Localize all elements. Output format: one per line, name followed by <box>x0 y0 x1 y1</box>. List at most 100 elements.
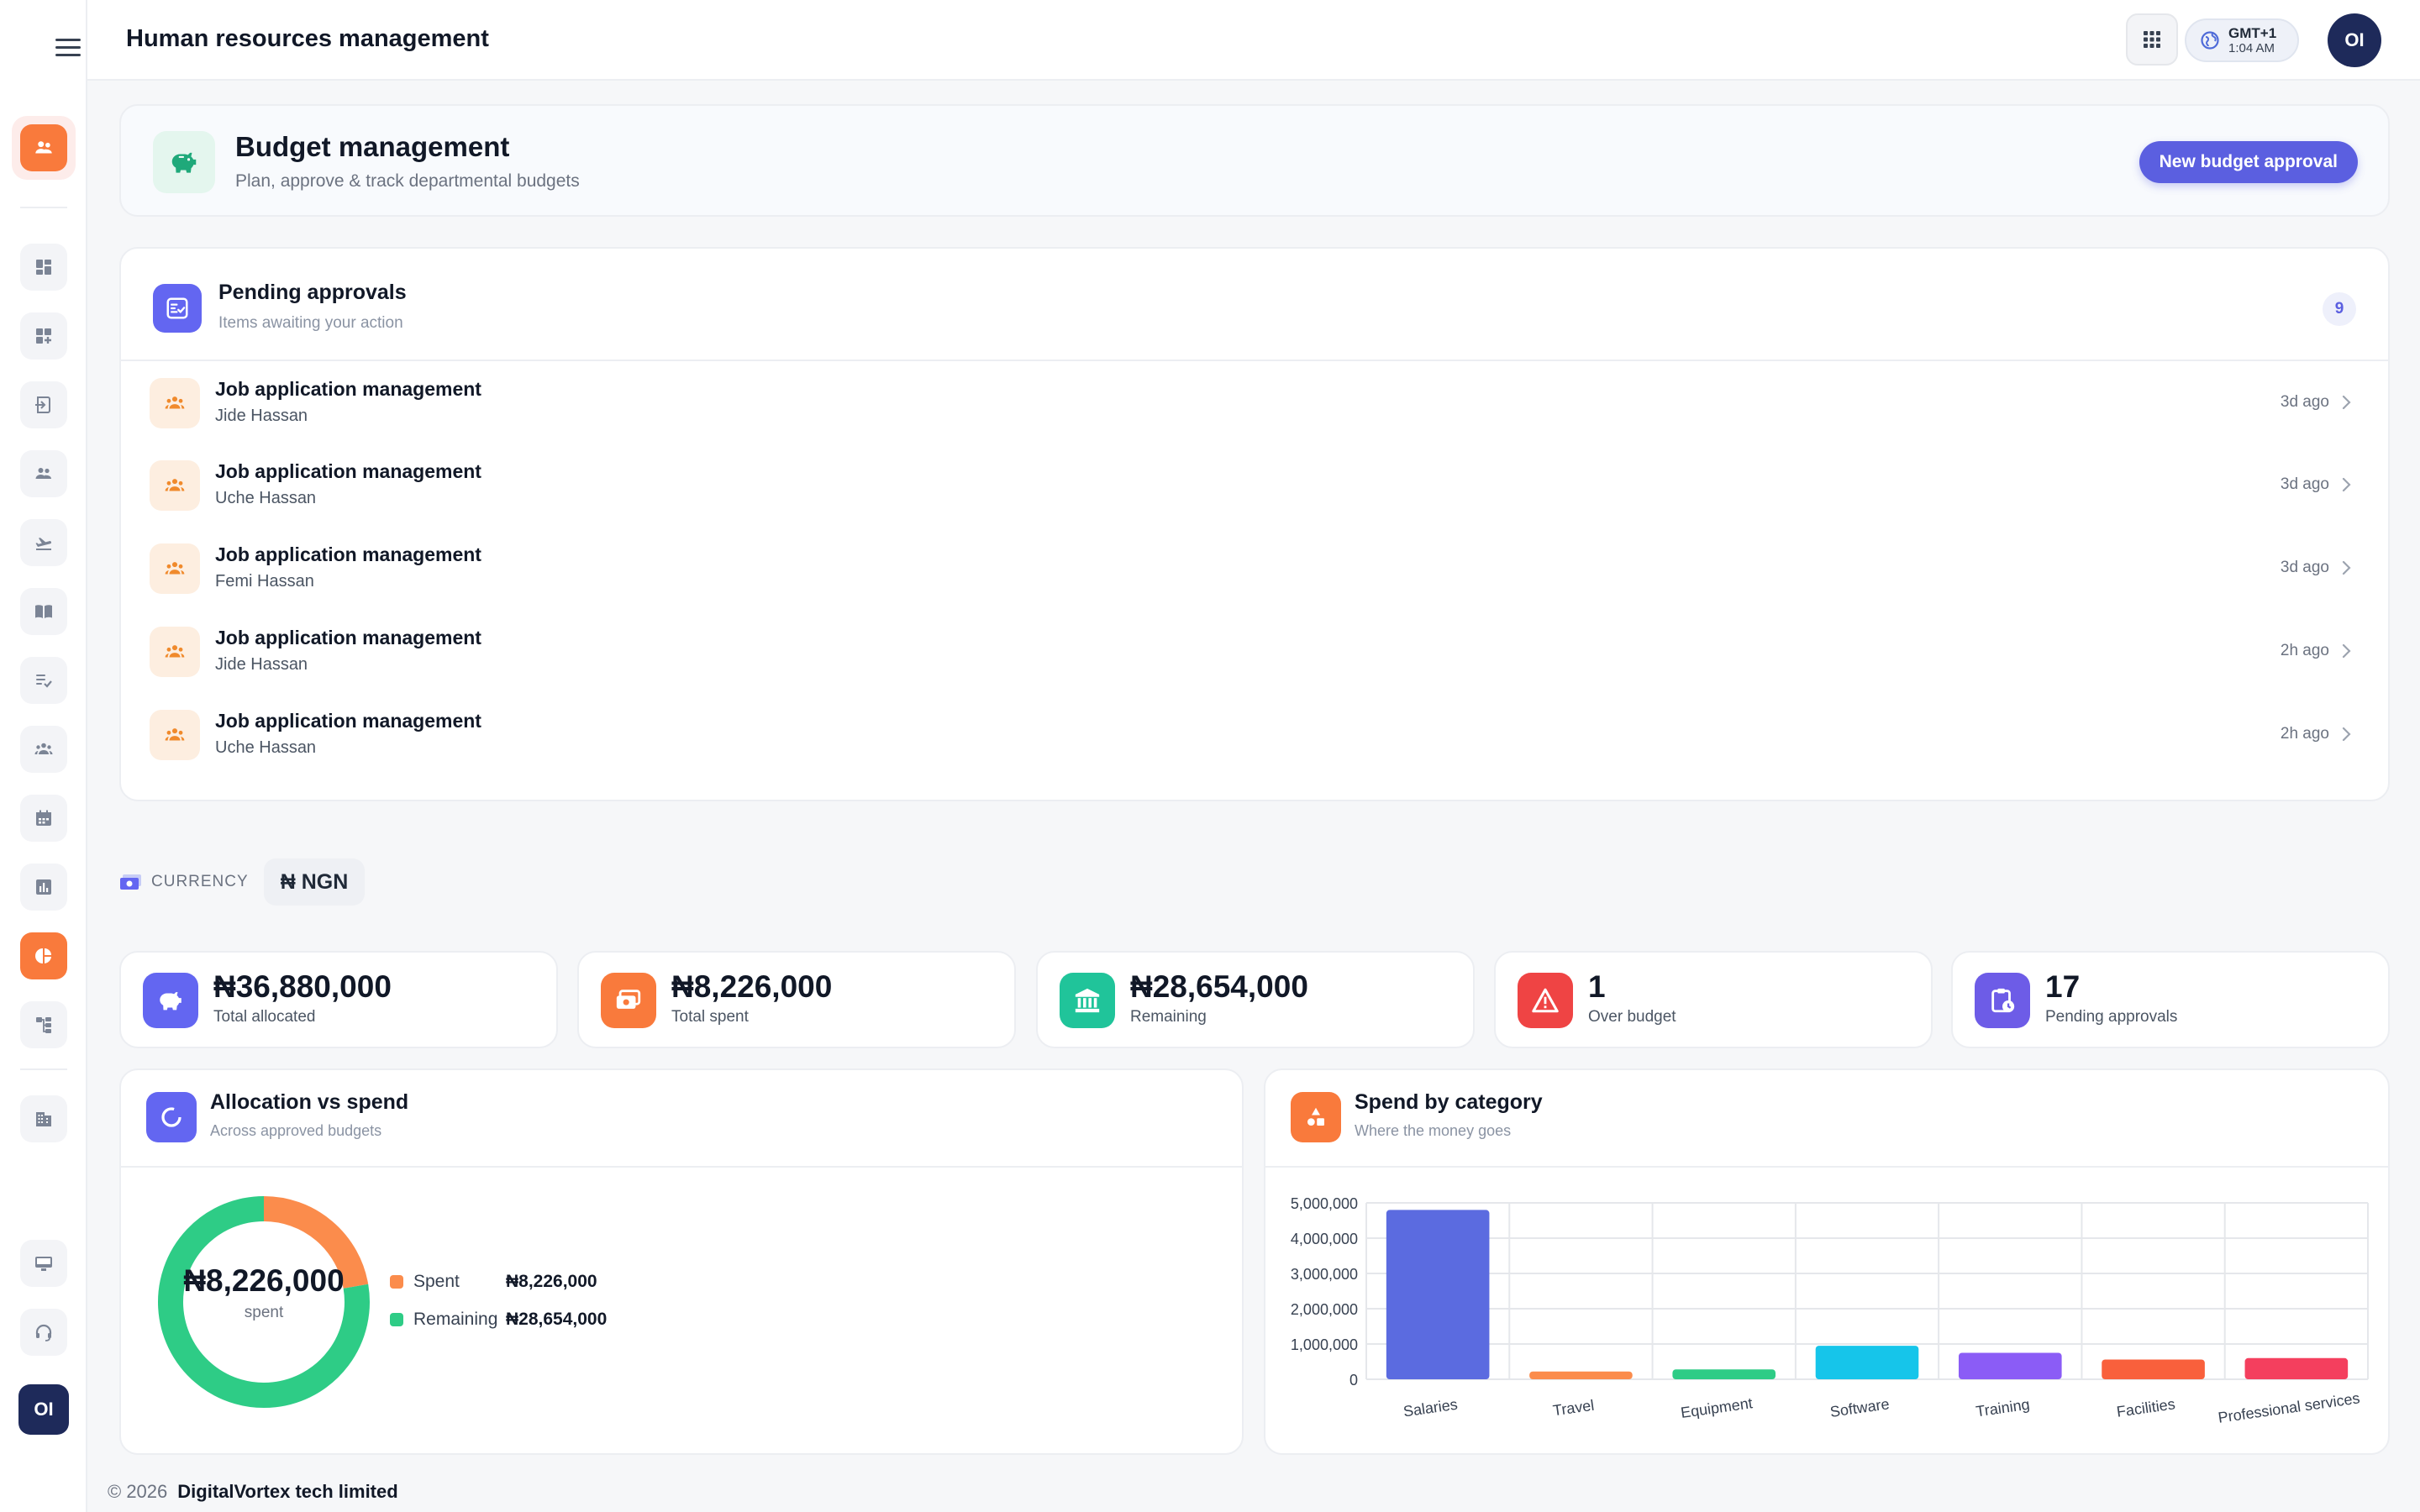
warning-icon <box>1518 973 1573 1028</box>
flight-icon <box>34 533 54 553</box>
stat-value: ₦8,226,000 <box>671 969 833 1004</box>
building-icon <box>34 1109 54 1129</box>
pending-approvals-header: Pending approvals Items awaiting your ac… <box>121 249 2388 361</box>
sidebar-item-pie-chart[interactable] <box>20 932 67 979</box>
budget-header: Budget management Plan, approve & track … <box>119 104 2390 217</box>
legend-item: Remaining ₦28,654,000 <box>390 1310 607 1330</box>
sidebar-item-flight[interactable] <box>20 519 67 566</box>
x-tick-label: Training <box>1975 1396 2031 1420</box>
monitor-icon <box>34 1253 54 1273</box>
pending-count-badge: 9 <box>2323 292 2356 326</box>
y-tick-label: 1,000,000 <box>1291 1336 1358 1353</box>
sidebar-item-calendar[interactable] <box>20 795 67 842</box>
x-tick-label: Professional services <box>2217 1389 2360 1425</box>
approval-person: Uche Hassan <box>215 489 317 507</box>
copyright: © 2026 <box>108 1481 168 1502</box>
bar-salaries[interactable] <box>1386 1210 1490 1379</box>
pending-approval-row[interactable]: Job application management Femi Hassan 3d … <box>121 528 2388 611</box>
bar-training[interactable] <box>1958 1352 2062 1380</box>
pending-approval-row[interactable]: Job application management Uche Hassan 3d … <box>121 445 2388 528</box>
footer: © 2026 DigitalVortex tech limited <box>87 1472 2420 1512</box>
user-avatar[interactable]: OI <box>2328 13 2381 67</box>
group-icon <box>34 739 54 759</box>
chevron-right-icon <box>2342 560 2351 575</box>
sidebar-item-org-chart[interactable] <box>20 1001 67 1048</box>
approval-person: Jide Hassan <box>215 655 308 674</box>
stat-card-over-budget: 1 Over budget <box>1494 951 1933 1048</box>
currency-value[interactable]: ₦ NGN <box>263 858 366 906</box>
apps-grid-button[interactable] <box>2126 13 2178 66</box>
x-tick-label: Salaries <box>1402 1396 1459 1420</box>
new-budget-approval-button[interactable]: New budget approval <box>2139 141 2358 183</box>
bar-travel[interactable] <box>1529 1371 1633 1379</box>
page-title: Budget management <box>235 131 510 162</box>
pending-approval-row[interactable]: Job application management Uche Hassan 2h … <box>121 695 2388 777</box>
stat-label: Total allocated <box>213 1008 316 1026</box>
sidebar-item-group[interactable] <box>20 726 67 773</box>
group-icon <box>150 627 200 677</box>
app-switcher-button[interactable] <box>12 116 76 180</box>
stat-card-total-allocated: ₦36,880,000 Total allocated <box>119 951 558 1048</box>
approval-title: Job application management <box>215 460 481 482</box>
dashboard-icon <box>34 257 54 277</box>
approval-person: Jide Hassan <box>215 407 308 425</box>
money-icon <box>120 874 141 890</box>
menu-icon[interactable] <box>55 39 81 59</box>
donut-center-value: ₦8,226,000 <box>183 1263 345 1298</box>
stat-value: ₦36,880,000 <box>213 969 392 1004</box>
legend-swatch <box>390 1313 403 1326</box>
allocation-header: Allocation vs spend Across approved budg… <box>121 1070 1242 1168</box>
pending-approvals-title: Pending approvals <box>218 281 407 304</box>
checklist-icon <box>34 670 54 690</box>
sidebar-item-dashboard[interactable] <box>20 244 67 291</box>
y-tick-label: 0 <box>1349 1372 1358 1389</box>
bar-software[interactable] <box>1815 1346 1919 1379</box>
approval-title: Job application management <box>215 710 481 732</box>
allocation-donut-chart <box>158 1196 370 1408</box>
y-tick-label: 4,000,000 <box>1291 1231 1358 1247</box>
book-icon <box>34 601 54 622</box>
sidebar-item-support[interactable] <box>20 1309 67 1356</box>
approval-title: Job application management <box>215 378 481 400</box>
pending-approval-row[interactable]: Job application management Jide Hassan 3d … <box>121 363 2388 445</box>
stat-value: 1 <box>1588 969 1606 1004</box>
sidebar-avatar[interactable]: OI <box>18 1384 69 1435</box>
allocation-title: Allocation vs spend <box>210 1090 409 1114</box>
donut-slice-remaining[interactable] <box>158 1196 370 1408</box>
sidebar-item-add-widget[interactable] <box>20 312 67 360</box>
y-tick-label: 5,000,000 <box>1291 1195 1358 1212</box>
approval-time: 3d ago <box>2280 393 2329 411</box>
payments-icon <box>601 973 656 1028</box>
category-icon <box>1291 1092 1341 1142</box>
sidebar-item-monitor[interactable] <box>20 1240 67 1287</box>
legend-swatch <box>390 1275 403 1289</box>
donut-slice-spent[interactable] <box>263 1196 369 1289</box>
bar-equipment[interactable] <box>1672 1369 1776 1379</box>
sidebar-item-checklist[interactable] <box>20 657 67 704</box>
sidebar-item-bar-chart[interactable] <box>20 864 67 911</box>
sidebar-item-people[interactable] <box>20 450 67 497</box>
stat-card-total-spent: ₦8,226,000 Total spent <box>577 951 1016 1048</box>
spend-by-category-card: Spend by category Where the money goes 0… <box>1264 1068 2390 1455</box>
x-tick-label: Facilities <box>2116 1395 2176 1420</box>
y-tick-label: 3,000,000 <box>1291 1266 1358 1283</box>
approval-time: 2h ago <box>2280 725 2329 743</box>
pending-approvals-card: Pending approvals Items awaiting your ac… <box>119 247 2390 801</box>
timezone-clock[interactable]: GMT+1 1:04 AM <box>2185 18 2299 62</box>
approval-title: Job application management <box>215 627 481 648</box>
sidebar-item-login[interactable] <box>20 381 67 428</box>
group-icon <box>150 378 200 428</box>
stat-label: Total spent <box>671 1008 749 1026</box>
sidebar-item-building[interactable] <box>20 1095 67 1142</box>
sidebar-item-book[interactable] <box>20 588 67 635</box>
currency-label: CURRENCY <box>151 873 249 890</box>
spend-header: Spend by category Where the money goes <box>1265 1070 2388 1168</box>
bar-facilities[interactable] <box>2102 1359 2205 1379</box>
approval-time: 3d ago <box>2280 559 2329 576</box>
bar-professional-services[interactable] <box>2244 1357 2349 1379</box>
approval-title: Job application management <box>215 543 481 565</box>
timezone-label: GMT+1 <box>2228 25 2277 41</box>
calendar-icon <box>34 808 54 828</box>
pending-approval-row[interactable]: Job application management Jide Hassan 2h … <box>121 612 2388 694</box>
currency-selector: CURRENCY ₦ NGN <box>119 858 366 906</box>
